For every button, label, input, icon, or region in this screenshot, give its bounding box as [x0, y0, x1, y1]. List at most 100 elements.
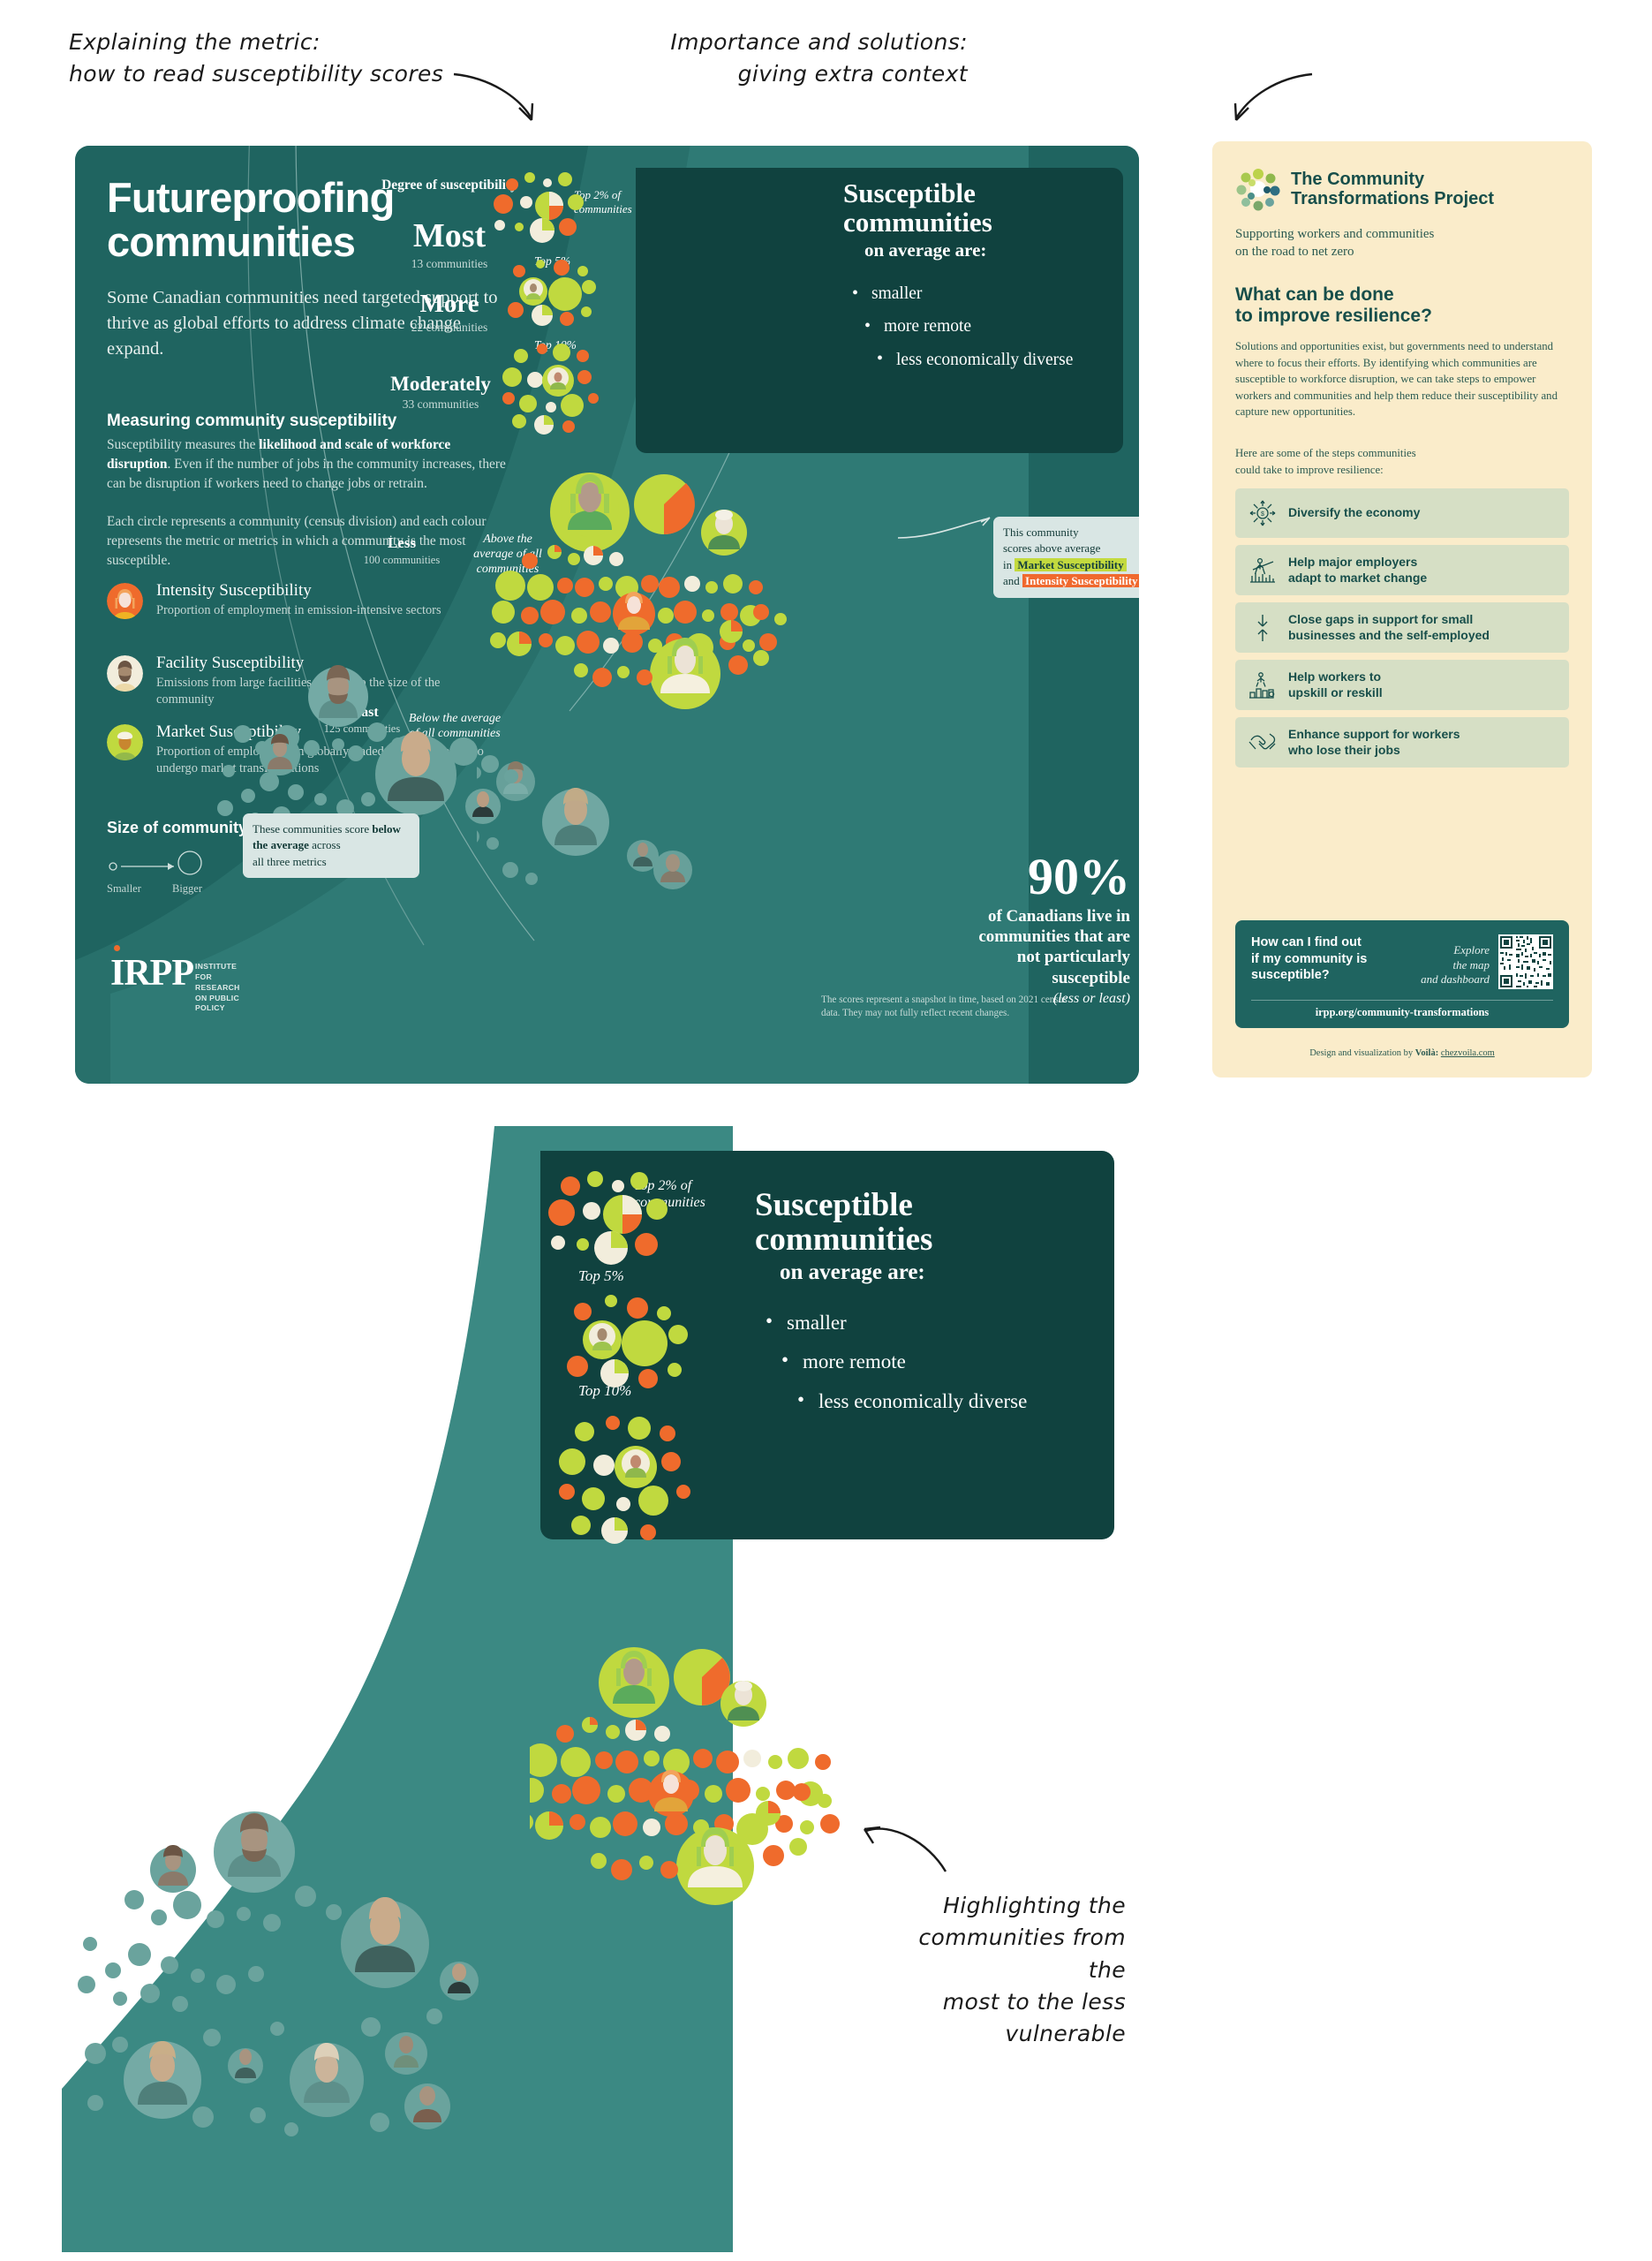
callout-a-tag-market: Market Susceptibility — [1015, 557, 1127, 571]
size-legend-icon — [109, 851, 202, 875]
step-item-enhance-support[interactable]: Enhance support for workers who lose the… — [1235, 717, 1569, 768]
design-credit: Design and visualization by Voilà: chezv… — [1212, 1048, 1592, 1058]
bubble-chart — [477, 172, 787, 889]
arrow-top-left-icon — [453, 72, 534, 121]
callout-b-line2: across — [312, 838, 341, 852]
callout-above-average: This community scores above average in M… — [993, 517, 1139, 598]
legend-desc-intensity: Proportion of employment in emission-int… — [156, 603, 441, 617]
detail-bullet-3: less economically diverse — [792, 1388, 1082, 1414]
legend-desc-facility: Emissions from large facilities relative… — [156, 676, 441, 707]
detail-susceptible-subtitle: on average are: — [780, 1260, 925, 1285]
qr-divider — [1251, 1000, 1553, 1001]
detail-susceptible-title: Susceptible communities — [755, 1187, 933, 1259]
irpp-fullname: INSTITUTE FOR RESEARCH ON PUBLIC POLICY — [195, 962, 240, 1013]
susceptible-title: Susceptible communities — [843, 178, 992, 238]
card-subtitle: Some Canadian communities need targeted … — [107, 288, 498, 359]
headline-stat-qualifier: (less or least) — [1052, 990, 1130, 1006]
detail-group-label-top5: Top 5% — [578, 1267, 624, 1284]
avatar-orange-icon — [107, 583, 143, 619]
size-legend-big-label: Bigger — [172, 882, 203, 895]
headline-stat-value: 90% — [1028, 848, 1130, 905]
main-chart-card: Futureproofing communities Some Canadian… — [75, 146, 1139, 1084]
step-label-upskill: Help workers to upskill or reskill — [1288, 669, 1383, 699]
step-item-upskill[interactable]: Help workers to upskill or reskill — [1235, 660, 1569, 711]
sidebar-heading: What can be done to improve resilience? — [1235, 284, 1432, 326]
size-legend-small-label: Smaller — [107, 882, 141, 895]
detail-bubble-chart — [530, 1171, 840, 1905]
annotation-top-right: Importance and solutions: giving extra c… — [670, 29, 968, 87]
step-label-market-change: Help major employers adapt to market cha… — [1288, 555, 1428, 585]
callout-b-line1: These communities score — [253, 822, 370, 836]
bubble-group-less — [490, 473, 787, 709]
credit-link[interactable]: chezvoila.com — [1440, 1048, 1495, 1058]
group-label-below-average: Below the average of all communities — [408, 712, 502, 741]
detail-bubble-less — [530, 1647, 840, 1905]
sec-p1-c: . Even if the number of jobs in the comm… — [107, 456, 506, 491]
avatar-cream-icon — [107, 655, 143, 692]
bubble-group-top2 — [494, 172, 584, 243]
step-item-market-change[interactable]: Help major employers adapt to market cha… — [1235, 545, 1569, 596]
headline-stat: 90% of Canadians live in communities tha… — [958, 848, 1130, 1007]
qr-callout-box: How can I find out if my community is su… — [1235, 920, 1569, 1028]
degree-level-moderately: Moderately 33 communities — [366, 373, 515, 412]
detail-bullet-2: more remote — [776, 1349, 1082, 1373]
sec-p1-a: Susceptibility measures the — [107, 437, 260, 452]
callout-a-tag-intensity: Intensity Susceptibility — [1022, 574, 1139, 588]
susceptible-bullet-1: smaller — [849, 284, 1108, 304]
upskill-icon — [1248, 670, 1278, 700]
degree-label-moderately: Moderately — [390, 373, 491, 395]
section-heading: Measuring community susceptibility — [107, 412, 397, 430]
susceptible-bullet-2: more remote — [861, 316, 1108, 337]
annotation-bottom: Highlighting the communities from the mo… — [918, 1893, 1126, 2046]
qr-explore-label: Explore the map and dashboard — [1421, 943, 1490, 987]
credit-bold: Voilà: — [1414, 1048, 1439, 1058]
degree-label-most: Most — [412, 217, 487, 254]
qr-url[interactable]: irpp.org/community-transformations — [1315, 1006, 1490, 1018]
annotation-top-left: Explaining the metric: how to read susce… — [69, 29, 444, 87]
page-title: Futureproofing communities — [107, 174, 395, 265]
callout-a-in: in — [1003, 557, 1013, 571]
group-label-top2: Top 2% of communities — [574, 188, 632, 216]
legend-title-facility: Facility Susceptibility — [156, 654, 305, 672]
degree-level-most: Most 13 communities — [375, 216, 524, 271]
degree-count-more: 22 communities — [411, 321, 488, 334]
bubble-chart-least-extra — [217, 665, 518, 829]
svg-text:$: $ — [1261, 511, 1264, 518]
qr-code-icon[interactable] — [1498, 934, 1553, 989]
qr-question: How can I find out if my community is su… — [1251, 935, 1368, 983]
degree-axis-heading: Degree of susceptibility — [381, 178, 517, 193]
step-item-close-gaps[interactable]: Close gaps in support for small business… — [1235, 602, 1569, 654]
susceptible-bullets: smaller more remote less economically di… — [843, 284, 1108, 370]
degree-count-moderately: 33 communities — [402, 397, 479, 411]
steps-list: $ Diversify the economy — [1235, 488, 1569, 768]
detail-group-label-top2: Top 2% of communities — [634, 1178, 705, 1211]
sidebar-panel: The Community Transformations Project Su… — [1212, 141, 1592, 1078]
section-paragraph-1: Susceptibility measures the likelihood a… — [107, 435, 509, 494]
callout-a-line1: This community — [1003, 526, 1079, 539]
susceptible-communities-block: Susceptible communities on average are: … — [843, 178, 1108, 383]
degree-level-more: More 22 communities — [375, 290, 524, 335]
arrow-top-right-icon — [1233, 72, 1313, 121]
susceptible-subtitle: on average are: — [864, 239, 987, 261]
bubble-group-top10 — [502, 344, 599, 435]
step-label-diversify: Diversify the economy — [1288, 505, 1421, 520]
bubble-group-top5 — [508, 260, 596, 326]
credit-prefix: Design and visualization by — [1309, 1048, 1414, 1058]
detail-bullet-1: smaller — [760, 1310, 1082, 1335]
detail-susceptible-bullets: smaller more remote less economically di… — [755, 1310, 1082, 1414]
callout-b-line3: all three metrics — [253, 854, 327, 868]
step-item-diversify[interactable]: $ Diversify the economy — [1235, 488, 1569, 539]
sidebar-tagline: Supporting workers and communities on th… — [1235, 227, 1435, 260]
detail-bubble-top5 — [567, 1295, 688, 1388]
irpp-wordmark: IRPP — [110, 945, 194, 992]
callout-below-average: These communities score below the averag… — [243, 813, 419, 879]
close-gaps-icon — [1248, 613, 1278, 643]
legend-title-intensity: Intensity Susceptibility — [156, 581, 312, 600]
zoom-detail-view: Top 2% of communities Top 5% Top 10% Sus… — [0, 1108, 1148, 2261]
degree-label-less: Less — [387, 534, 417, 551]
detail-susceptible-block: Susceptible communities on average are: … — [755, 1188, 1082, 1430]
susceptible-bullet-3: less economically diverse — [873, 349, 1108, 370]
bubble-group-least — [477, 761, 692, 889]
sidebar-steps-intro: Here are some of the steps communities c… — [1235, 446, 1416, 476]
